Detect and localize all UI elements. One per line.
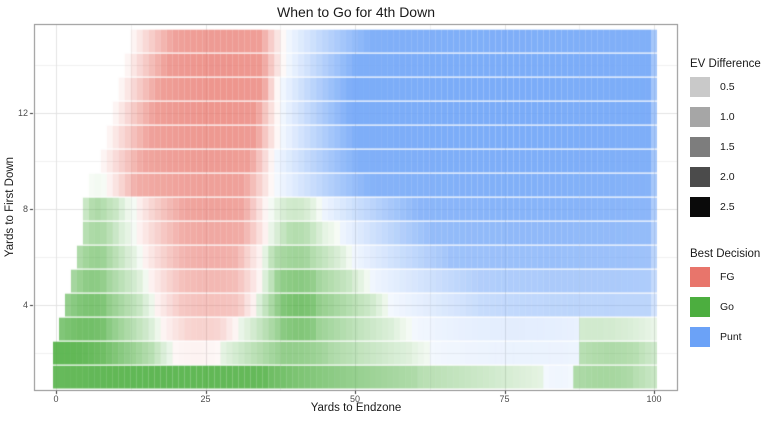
ev-legend-label: 1.5	[720, 141, 735, 153]
decision-legend-label: Punt	[720, 331, 742, 343]
ev-legend-item-10: 1.0	[688, 107, 766, 127]
decision-legend-label: Go	[720, 301, 735, 313]
ev-legend-swatch	[690, 167, 710, 187]
ev-legend-title: EV Difference	[690, 58, 761, 70]
ev-difference-legend: EV Difference 0.5 1.0 1.5 2.0 2.5	[688, 58, 766, 227]
y-tick-label: 8	[22, 204, 28, 214]
x-tick-label: 50	[349, 394, 360, 404]
decision-legend-label: FG	[720, 271, 735, 283]
x-axis-title: Yards to Endzone	[310, 402, 402, 414]
x-tick-label: 0	[53, 394, 59, 404]
x-tick-label: 75	[499, 394, 510, 404]
y-tick-label: 12	[17, 108, 28, 118]
ev-legend-item-15: 1.5	[688, 137, 766, 157]
ev-legend-item-05: 0.5	[688, 77, 766, 97]
decision-legend-item-fg: FG	[688, 267, 766, 287]
ev-legend-swatch	[690, 137, 710, 157]
decision-legend-swatch	[690, 297, 710, 317]
ev-legend-item-20: 2.0	[688, 167, 766, 187]
decision-legend-swatch	[690, 267, 710, 287]
ev-legend-label: 2.0	[720, 171, 735, 183]
ev-legend-swatch	[690, 197, 710, 217]
x-tick-label: 25	[200, 394, 211, 404]
chart-title: When to Go for 4th Down	[277, 4, 435, 20]
decision-legend-swatch	[690, 327, 710, 347]
ev-legend-label: 2.5	[720, 201, 735, 213]
ev-legend-label: 0.5	[720, 81, 735, 93]
decision-legend-title: Best Decision	[690, 248, 761, 260]
decision-legend-item-punt: Punt	[688, 327, 766, 347]
ev-legend-label: 1.0	[720, 111, 735, 123]
decision-legend-item-go: Go	[688, 297, 766, 317]
y-tick-label: 4	[22, 300, 28, 310]
ev-legend-swatch	[690, 107, 710, 127]
best-decision-legend: Best Decision FG Go Punt	[688, 248, 766, 357]
x-tick-label: 100	[646, 394, 662, 404]
ev-legend-swatch	[690, 77, 710, 97]
ev-legend-item-25: 2.5	[688, 197, 766, 217]
